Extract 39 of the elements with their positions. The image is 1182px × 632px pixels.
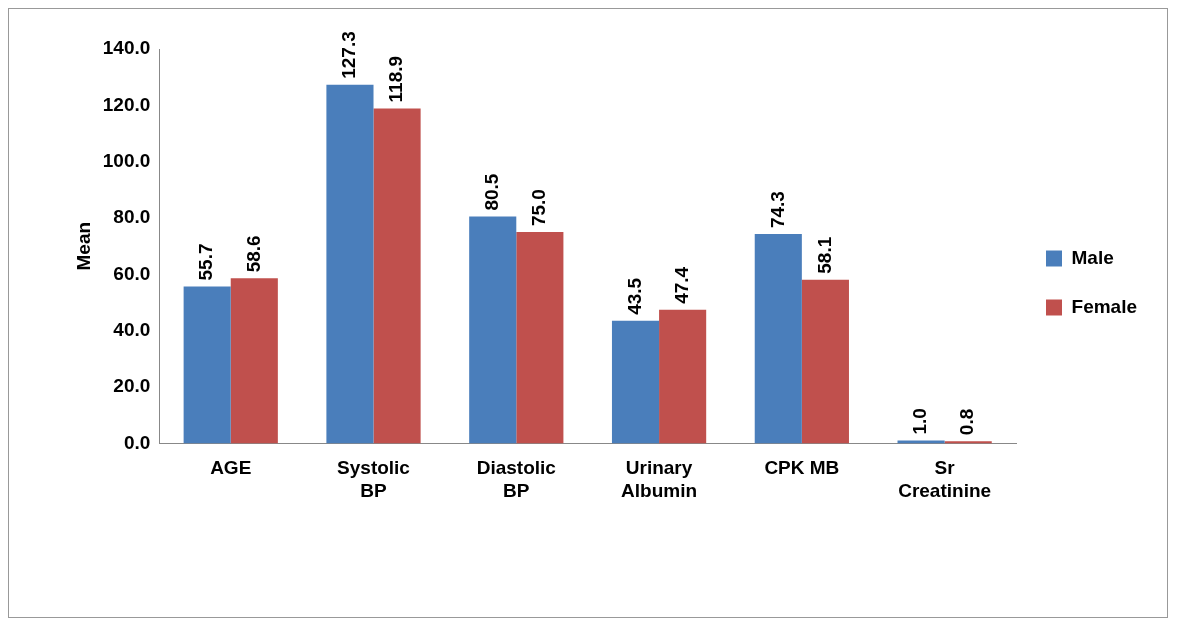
bar — [326, 84, 374, 444]
y-tick-label: 100.0 — [102, 149, 151, 171]
data-label: 55.7 — [195, 243, 217, 281]
x-tick-label: AGE — [210, 457, 252, 479]
y-tick-label: 120.0 — [102, 93, 151, 115]
data-label: 80.5 — [480, 173, 502, 211]
bar — [611, 320, 660, 444]
y-tick-label: 140.0 — [102, 37, 151, 59]
bar — [469, 216, 517, 444]
x-tick-label: CPK MB — [764, 457, 840, 479]
y-tick-label: 60.0 — [113, 262, 151, 284]
x-tick-label: Diastolic BP — [476, 457, 557, 501]
bar — [754, 234, 802, 444]
x-tick-label: Systolic BP — [337, 457, 411, 501]
y-axis-title: Mean — [72, 221, 94, 271]
data-label: 127.3 — [338, 31, 360, 79]
bar — [230, 278, 278, 444]
data-label: 0.8 — [956, 408, 978, 436]
bar — [801, 279, 849, 444]
y-tick-label: 40.0 — [113, 318, 151, 340]
data-label: 47.4 — [670, 266, 692, 304]
y-tick-label: 0.0 — [123, 431, 151, 453]
x-tick-label: Sr Creatinine — [898, 457, 992, 501]
y-tick-label: 80.0 — [113, 206, 151, 228]
bar — [659, 309, 707, 444]
legend-label: Male — [1071, 246, 1114, 268]
bar — [373, 108, 421, 444]
data-label: 74.3 — [766, 191, 788, 229]
data-label: 1.0 — [909, 408, 931, 435]
data-label: 58.6 — [242, 235, 264, 273]
legend-label: Female — [1071, 295, 1137, 317]
x-tick-label: Urinary Albumin — [621, 457, 698, 501]
y-tick-label: 20.0 — [113, 375, 151, 397]
data-label: 43.5 — [623, 277, 645, 315]
bar — [183, 286, 231, 444]
bar — [516, 232, 564, 444]
data-label: 75.0 — [528, 189, 550, 227]
data-label: 118.9 — [385, 55, 407, 103]
data-label: 58.1 — [813, 236, 835, 274]
